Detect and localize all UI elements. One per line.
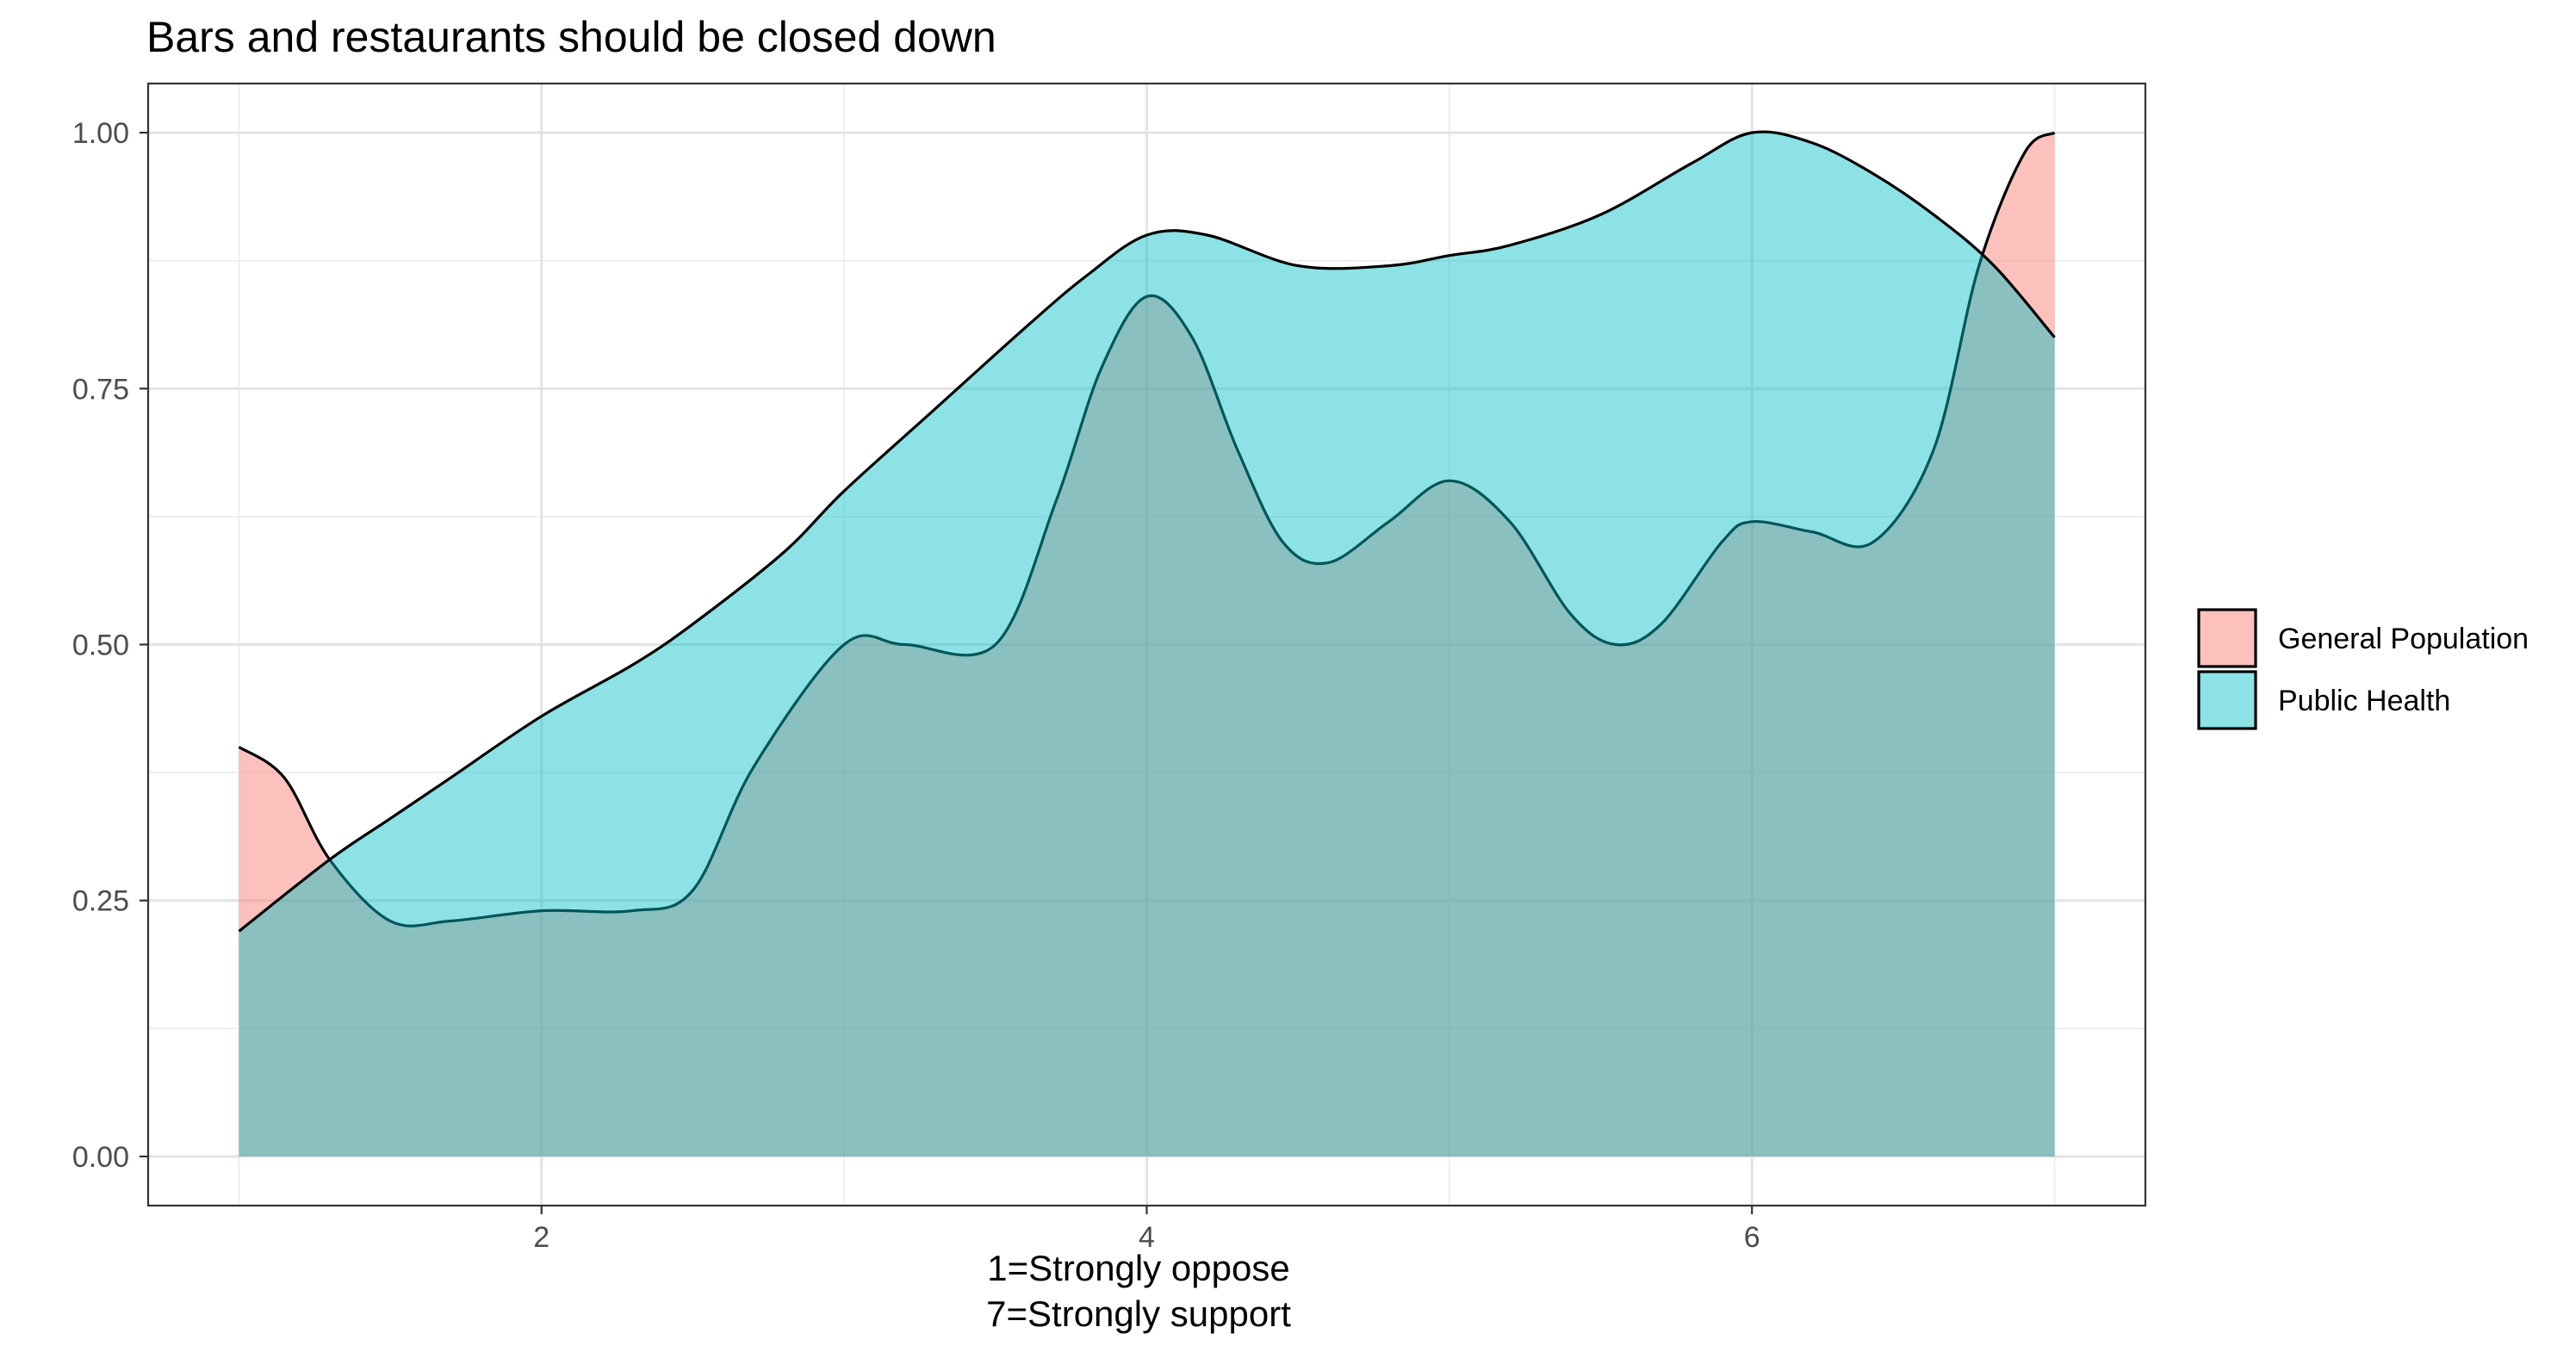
y-tick-label: 1.00	[72, 117, 129, 150]
x-tick-label: 4	[1139, 1221, 1155, 1254]
series-area-1	[239, 132, 2055, 1157]
chart-title: Bars and restaurants should be closed do…	[146, 13, 996, 61]
y-tick-label: 0.50	[72, 629, 129, 662]
x-tick-label: 6	[1744, 1221, 1760, 1254]
y-tick-label: 0.75	[72, 373, 129, 406]
legend: General Population Public Health	[2197, 608, 2529, 730]
grid-major	[148, 84, 2145, 1206]
series-area-0	[239, 133, 2055, 1157]
y-axis: 0.00 0.25 0.50 0.75 1.00	[72, 117, 148, 1174]
x-axis-title-line-2: 7=Strongly support	[986, 1293, 1291, 1334]
y-tick-label: 0.00	[72, 1141, 129, 1174]
x-tick-label: 2	[533, 1221, 549, 1254]
x-axis-title: 1=Strongly oppose 7=Strongly support	[986, 1248, 1291, 1334]
series-line-1	[238, 130, 2056, 933]
x-axis-title-line-1: 1=Strongly oppose	[987, 1248, 1289, 1288]
series-layer	[238, 130, 2056, 1157]
legend-label-1: Public Health	[2278, 685, 2450, 717]
legend-label-0: General Population	[2278, 623, 2529, 655]
legend-key-1	[2197, 670, 2257, 730]
series-line-0	[238, 131, 2056, 927]
y-tick-label: 0.25	[72, 885, 129, 918]
plot-panel	[146, 82, 2147, 1207]
legend-key-0	[2197, 608, 2257, 668]
x-axis: 2 4 6	[533, 1206, 1760, 1254]
